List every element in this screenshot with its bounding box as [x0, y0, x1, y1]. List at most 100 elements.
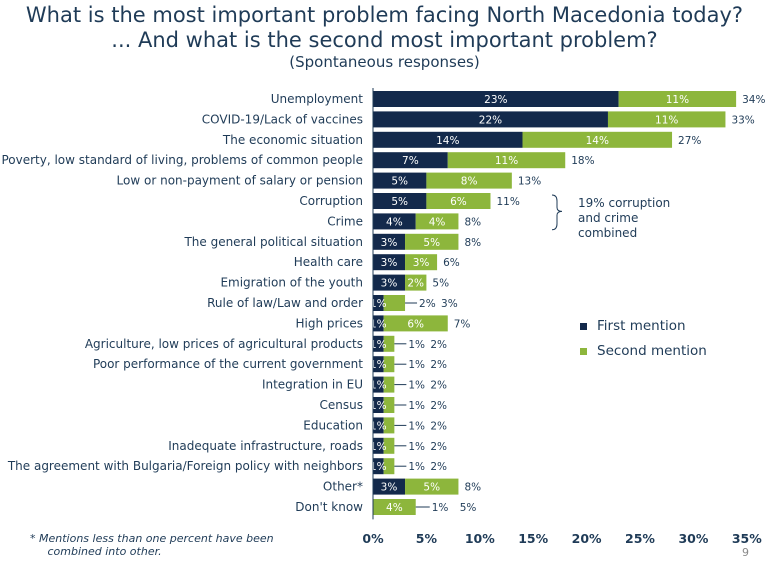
data-label-first: 3% [381, 278, 398, 290]
data-label-second-small: 2% [419, 298, 436, 310]
data-label-second: 11% [655, 114, 678, 126]
bar-first-mention [373, 91, 619, 107]
category-label: Emigration of the youth [220, 276, 363, 290]
bar-first-mention [373, 315, 384, 332]
data-label-first: 1% [370, 420, 387, 432]
data-label-first: 3% [381, 257, 398, 269]
data-label-total: 18% [571, 155, 594, 167]
bar-second-mention [415, 213, 459, 230]
legend-second-swatch [580, 347, 587, 355]
bar-second-mention [405, 254, 438, 271]
data-label-total: 27% [678, 135, 701, 147]
data-label-first: 5% [391, 176, 408, 188]
data-label-first: 7% [402, 155, 419, 167]
category-label: COVID-19/Lack of vaccines [202, 112, 363, 126]
data-label-total: 3% [441, 298, 458, 310]
category-label: Other* [323, 480, 363, 494]
bar-first-mention [373, 356, 384, 373]
category-label: Don't know [295, 500, 363, 514]
bar-second-mention [383, 295, 406, 311]
category-label: Poverty, low standard of living, problem… [1, 153, 363, 167]
bar-second-mention [383, 315, 448, 332]
category-label: Census [320, 398, 363, 412]
data-label-second: 5% [423, 237, 440, 249]
data-label-total: 8% [464, 482, 481, 494]
data-label-total: 2% [430, 441, 447, 453]
data-label-second-small: 1% [408, 380, 425, 392]
data-label-second-small: 1% [408, 400, 425, 412]
brace-annotation [551, 194, 563, 231]
bar-second-mention [383, 437, 395, 454]
data-label-second: 2% [407, 278, 424, 290]
data-label-total: 6% [443, 257, 460, 269]
x-tick-label: 30% [678, 531, 708, 546]
data-label-first: 1% [370, 441, 387, 453]
x-tick-label: 0% [362, 531, 384, 546]
bar-second-mention [383, 397, 395, 413]
data-label-total: 2% [430, 420, 447, 432]
data-label-second: 4% [429, 216, 446, 228]
bar-second-mention [383, 376, 395, 393]
legend-first-mention: First mention [580, 318, 760, 334]
x-tick-label: 20% [572, 531, 602, 546]
bar-second-mention [405, 233, 459, 250]
bar-first-mention [373, 111, 608, 128]
data-label-first: 1% [370, 359, 387, 371]
chart-subtitle: (Spontaneous responses) [289, 53, 480, 71]
data-label-second-small: 1% [408, 359, 425, 371]
bar-second-mention [618, 91, 737, 107]
data-label-total: 2% [430, 339, 447, 351]
category-label: Rule of law/Law and order [207, 296, 363, 310]
data-label-second-small: 1% [408, 420, 425, 432]
bar-second-mention [426, 193, 491, 209]
data-label-total: 8% [464, 216, 481, 228]
bar-second-mention [607, 111, 726, 128]
data-label-second-small: 1% [408, 339, 425, 351]
data-label-total: 5% [460, 502, 477, 514]
x-tick-label: 35% [732, 531, 762, 546]
category-label: Corruption [299, 194, 363, 208]
data-label-first: 1% [370, 400, 387, 412]
bar-first-mention [373, 458, 384, 475]
bar-first-mention [373, 131, 523, 148]
data-label-second: 11% [666, 94, 689, 106]
category-label: Crime [327, 214, 363, 228]
data-label-second: 8% [461, 176, 478, 188]
bar-first-mention [373, 295, 384, 311]
x-tick-label: 10% [465, 531, 495, 546]
category-label: Unemployment [271, 92, 364, 106]
data-label-total: 13% [518, 176, 541, 188]
legend-first-label: First mention [597, 318, 686, 334]
bar-first-mention [373, 233, 406, 250]
x-tick-label: 5% [416, 531, 438, 546]
data-label-first: 1% [370, 318, 387, 330]
category-label: Inadequate infrastructure, roads [168, 439, 363, 453]
legend-first-swatch [580, 322, 587, 330]
category-label: High prices [295, 316, 363, 330]
data-label-first: 23% [484, 94, 507, 106]
bar-first-mention [373, 172, 427, 189]
legend-second-mention: Second mention [580, 343, 760, 359]
data-label-total: 33% [731, 114, 754, 126]
category-label: Health care [294, 255, 363, 269]
data-label-first: 1% [370, 339, 387, 351]
bar-second-mention [383, 458, 395, 475]
bar-first-mention [373, 478, 406, 495]
legend-second-label: Second mention [597, 343, 707, 359]
category-label: Integration in EU [262, 378, 363, 392]
data-label-second: 6% [450, 196, 467, 208]
data-label-total: 8% [464, 237, 481, 249]
data-label-first: 1% [370, 380, 387, 392]
bar-first-mention [373, 417, 384, 434]
data-label-first: 22% [479, 114, 502, 126]
data-label-first: 3% [381, 482, 398, 494]
bar-second-mention [373, 499, 416, 515]
data-label-second: 14% [586, 135, 609, 147]
data-label-first: 4% [386, 216, 403, 228]
category-label: The general political situation [183, 235, 363, 249]
x-tick-label: 25% [625, 531, 655, 546]
chart-title-line1: What is the most important problem facin… [25, 3, 744, 27]
data-label-total: 11% [496, 196, 519, 208]
bar-first-mention [373, 254, 406, 271]
